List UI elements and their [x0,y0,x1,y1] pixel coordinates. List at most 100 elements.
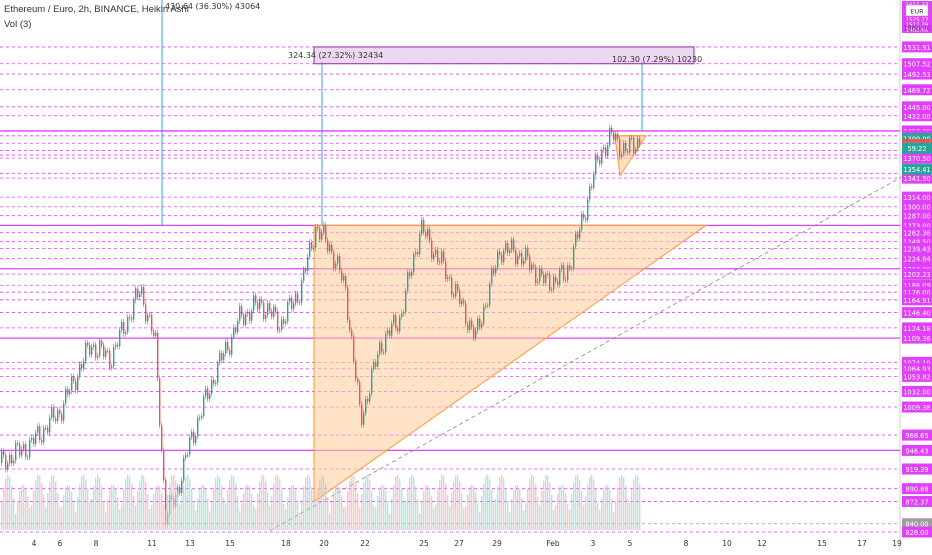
volume-bar [485,476,487,530]
level-label: 946.43 [905,447,928,455]
top-axis-label-bg [902,1,932,8]
top-axis-label: 1517.39 [906,23,929,29]
candle-body [203,396,205,416]
volume-bar [167,495,169,530]
candle-body [83,360,85,369]
candle-body [539,268,541,282]
volume-bar [521,497,523,530]
candle-body [199,417,201,419]
candle-body [351,330,353,337]
candle-body [181,480,183,494]
candle-body [565,279,567,281]
level-label: 1176.00 [903,289,930,297]
volume-bar [279,479,281,530]
volume-bar [259,481,261,530]
candle-body [517,256,519,265]
candle-body [7,463,9,470]
volume-bar [227,490,229,530]
volume-bar [119,509,121,530]
volume-bar [239,511,241,530]
candle-body [381,342,383,352]
level-label: 1146.40 [903,310,930,318]
candle-body [299,302,301,304]
volume-bar [131,484,133,530]
volume-bar [163,503,165,530]
candle-body [113,346,115,367]
candle-body [243,315,245,325]
candle-body [307,256,309,272]
candle-body [509,250,511,253]
volume-bar [501,474,503,530]
candle-body [263,302,265,320]
candle-body [85,342,87,361]
volume-bar [611,499,613,530]
candle-body [137,288,139,298]
x-axis-label: 19 [892,539,902,548]
level-label: 1300.00 [903,204,930,212]
volume-bar [567,504,569,530]
volume-bar [95,477,97,530]
candle-body [427,229,429,237]
candle-body [569,265,571,269]
volume-bar [7,474,9,530]
volume-bar [495,498,497,530]
volume-bar [511,499,513,530]
candle-body [409,272,411,277]
volume-bar [185,476,187,530]
candle-body [371,369,373,394]
volume-bar [287,496,289,530]
volume-bar [319,478,321,530]
volume-bar [341,495,343,530]
volume-bar [621,474,623,530]
candle-body [589,186,591,200]
candle-body [21,449,23,456]
candle-body [67,388,69,395]
candle-body [141,287,143,294]
candle-body [131,318,133,320]
candle-body [45,427,47,429]
volume-bar [169,483,171,530]
trendline-extension [269,171,911,531]
volume-bar [123,489,125,530]
candle-body [73,376,75,382]
candle-body [273,306,275,317]
candle-body [421,219,423,234]
candle-body [213,379,215,384]
volume-bar [451,492,453,530]
candle-body [115,344,117,347]
volume-bar [245,486,247,530]
volume-bar [63,494,65,530]
volume-bar [243,492,245,530]
candle-body [573,246,575,269]
volume-bar [23,484,25,530]
candle-body [605,147,607,156]
volume-bar [69,485,71,530]
candle-body [491,268,493,284]
volume-bar [211,501,213,530]
volume-bar [413,477,415,530]
volume-bar [437,490,439,530]
volume-bar [345,506,347,530]
candle-body [419,233,421,255]
candle-body [333,252,335,269]
candle-body [47,427,49,433]
candle-body [533,264,535,267]
volume-bar [237,495,239,530]
candle-body [187,454,189,456]
candle-body [487,305,489,307]
candle-body [355,361,357,379]
level-label: 968.65 [905,432,928,440]
candle-body [439,261,441,263]
volume-bar [277,474,279,530]
volume-bar [635,474,637,530]
candle-body [323,224,325,233]
candle-body [71,376,73,391]
volume-bar [425,485,427,530]
level-label-bg [902,110,932,122]
currency-badge-bg [905,4,929,17]
candle-body [433,254,435,259]
volume-bar [617,487,619,530]
candle-body [27,457,29,459]
